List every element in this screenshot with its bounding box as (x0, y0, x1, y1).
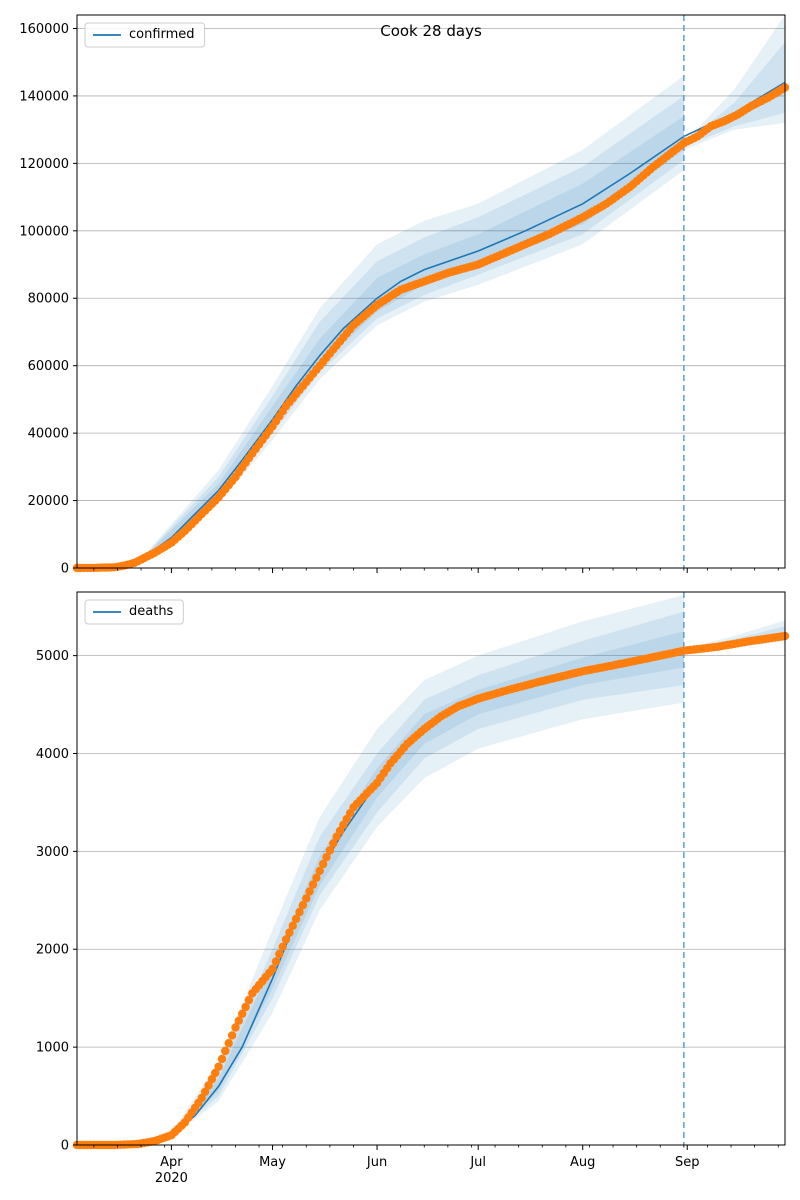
y-tick-label: 2000 (36, 943, 69, 958)
observed-point (295, 907, 304, 917)
y-tick-label: 80000 (28, 292, 69, 307)
uncertainty-band (171, 594, 684, 1138)
legend-box (84, 599, 184, 625)
observed-point (285, 928, 294, 937)
deaths-observed-points (72, 631, 790, 1150)
observed-point (241, 1002, 250, 1012)
uncertainty-band (147, 95, 684, 557)
x-tick-label: Jul (469, 1155, 486, 1170)
observed-point (231, 1023, 240, 1032)
observed-point (281, 935, 291, 944)
x-tick-year-label: 2020 (155, 1171, 188, 1186)
y-tick-label: 120000 (19, 157, 69, 172)
uncertainty-band (147, 75, 684, 558)
x-tick-label: May (259, 1155, 286, 1170)
observed-point (288, 921, 297, 930)
y-tick-label: 20000 (28, 494, 69, 509)
observed-point (329, 839, 338, 848)
observed-point (305, 887, 314, 896)
observed-point (325, 846, 335, 855)
observed-point (312, 873, 321, 882)
legend-box (84, 22, 206, 48)
y-tick-label: 5000 (36, 649, 69, 664)
observed-point (221, 1046, 230, 1056)
y-tick-label: 160000 (19, 22, 69, 37)
deaths-axes-frame (76, 591, 786, 1146)
observed-point (291, 914, 301, 924)
confirmed-observed-points (72, 83, 790, 573)
observed-point (315, 866, 324, 876)
observed-point (298, 901, 308, 910)
observed-point (217, 1054, 227, 1064)
observed-point (214, 1062, 223, 1071)
observed-point (207, 1075, 217, 1084)
y-tick-label: 100000 (19, 224, 69, 239)
confirmed-panel: 0 20000 40000 60000 80000 100000 120000 140000 1… (19, 14, 790, 577)
confirmed-axes-frame (76, 14, 786, 569)
observed-point (322, 853, 331, 862)
x-tick-label: Apr (160, 1155, 183, 1170)
observed-point (204, 1081, 213, 1090)
y-tick-label: 60000 (28, 359, 69, 374)
observed-point (234, 1016, 243, 1025)
observed-point (200, 1087, 210, 1097)
confirmed-legend: confirmed (84, 22, 206, 48)
uncertainty-band (171, 631, 684, 1136)
y-tick-label: 0 (61, 1139, 69, 1154)
observed-point (275, 949, 284, 959)
uncertainty-band (147, 116, 684, 556)
y-tick-label: 3000 (36, 845, 69, 860)
legend-label-confirmed: confirmed (129, 27, 195, 42)
x-tick-label: Jun (366, 1155, 387, 1170)
chart-title: Cook 28 days (380, 22, 482, 40)
x-tick-label: Sep (675, 1155, 700, 1170)
y-tick-label: 40000 (28, 427, 69, 442)
observed-point (224, 1039, 233, 1048)
y-tick-label: 0 (61, 562, 69, 577)
observed-point (211, 1068, 220, 1078)
deaths-legend: deaths (84, 599, 184, 625)
observed-point (238, 1009, 247, 1018)
y-tick-label: 1000 (36, 1041, 69, 1056)
observed-point (244, 995, 254, 1005)
observed-point (302, 894, 311, 903)
observed-point (278, 942, 287, 951)
observed-point (227, 1031, 237, 1040)
observed-point (308, 880, 318, 889)
observed-point (318, 859, 328, 869)
y-tick-label: 4000 (36, 747, 69, 762)
observed-point (271, 957, 281, 966)
legend-label-deaths: deaths (129, 604, 174, 619)
x-tick-label: Aug (570, 1155, 595, 1170)
uncertainty-band (683, 15, 785, 150)
y-tick-label: 140000 (19, 89, 69, 104)
observed-point (197, 1093, 206, 1103)
observed-point (268, 964, 277, 973)
